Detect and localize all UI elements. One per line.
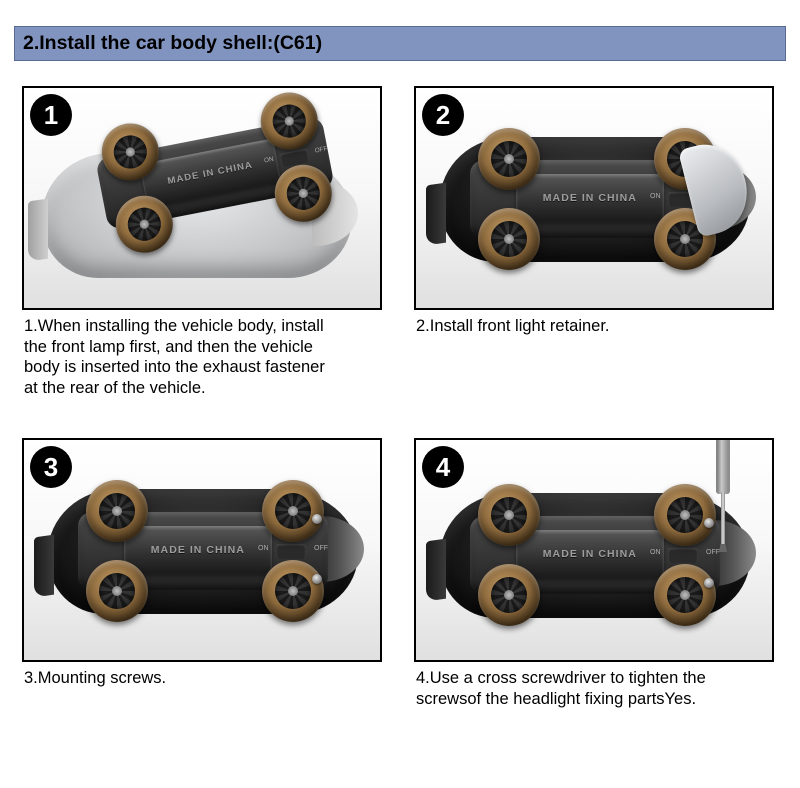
battery-label: MADE IN CHINA [543,193,637,204]
step-badge-1: 1 [30,94,72,136]
step-4-illustration: 4 MADE IN CHINA [414,438,774,662]
step-3-illustration: 3 MADE IN CHINA [22,438,382,662]
step-1-caption: 1.When installing the vehicle body, inst… [22,316,386,399]
step-badge-2: 2 [422,94,464,136]
screwdriver-icon [716,438,730,552]
step-badge-4: 4 [422,446,464,488]
step-2: 2 MADE IN CHINA 2.Install front light re… [414,86,778,337]
step-3: 3 MADE IN CHINA 3.Mounting screws. [22,438,386,689]
step-1: 1 MADE IN CHINA 1.When installing the ve… [22,86,386,399]
step-4-caption: 4.Use a cross screwdriver to tighten the… [414,668,778,709]
step-badge-3: 3 [30,446,72,488]
battery-label: MADE IN CHINA [167,160,254,186]
step-3-caption: 3.Mounting screws. [22,668,386,689]
battery-label: MADE IN CHINA [543,549,637,560]
battery-label: MADE IN CHINA [151,545,245,556]
step-2-illustration: 2 MADE IN CHINA [414,86,774,310]
step-2-caption: 2.Install front light retainer. [414,316,778,337]
section-header: 2.Install the car body shell:(C61) [14,26,786,61]
section-title: 2.Install the car body shell:(C61) [23,32,322,55]
step-1-illustration: 1 MADE IN CHINA [22,86,382,310]
step-4: 4 MADE IN CHINA 4.Use a cross screwdrive… [414,438,778,709]
